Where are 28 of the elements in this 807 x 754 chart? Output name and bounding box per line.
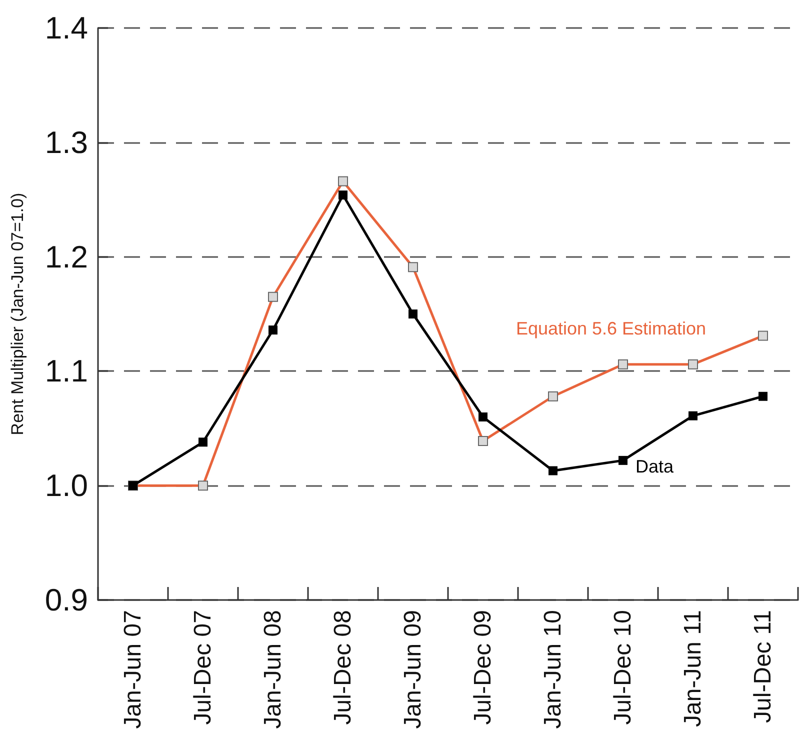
y-tick-label: 1.2 [44, 239, 88, 274]
x-tick-label: Jul-Dec 11 [750, 610, 776, 723]
point [688, 411, 698, 420]
x-tick-label: Jan-Jun 10 [540, 610, 566, 729]
point [198, 438, 208, 447]
y-tick-label: 1.0 [44, 468, 88, 504]
x-tick-label: Jan-Jun 07 [120, 610, 146, 729]
x-tick-label: Jul-Dec 08 [330, 610, 356, 725]
point [618, 456, 628, 465]
series-label: Equation 5.6 Estimation [516, 318, 706, 338]
x-tick-label: Jan-Jun 11 [680, 610, 706, 727]
y-tick-label: 1.1 [44, 354, 88, 389]
x-tick-label: Jul-Dec 10 [610, 610, 636, 725]
point [758, 392, 768, 401]
y-tick-label: 1.4 [44, 10, 88, 46]
y-tick-label: 1.3 [44, 124, 88, 160]
x-tick-label: Jan-Jun 08 [260, 610, 286, 729]
x-tick-label: Jul-Dec 09 [470, 610, 496, 725]
point [478, 412, 488, 422]
x-tick-label: Jul-Dec 07 [190, 610, 216, 725]
point [408, 310, 418, 318]
point [268, 326, 278, 335]
point [548, 466, 558, 476]
series-label: Data [636, 456, 675, 476]
point [338, 190, 348, 200]
x-tick-label: Jan-Jun 09 [400, 610, 426, 729]
y-axis-title: Rent Multiplier (Jan-Jun 07=1.0) [8, 192, 27, 436]
y-tick-label: 0.9 [44, 582, 88, 618]
